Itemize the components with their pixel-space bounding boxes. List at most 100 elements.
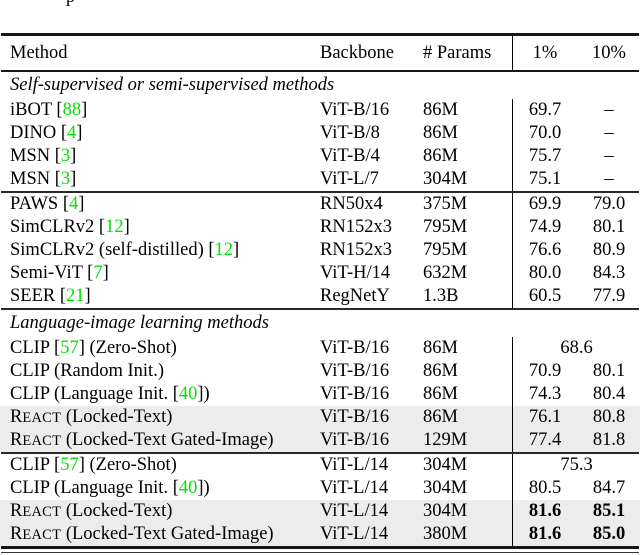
value-10pct-cell: 85.0	[592, 524, 626, 544]
value-1pct-cell: 60.5	[528, 286, 562, 306]
table-row: CLIP (Language Init. [40]) ViT-B/16 86M 74.…	[0, 383, 640, 406]
values-group: 81.6 85.1	[512, 500, 640, 523]
smallcaps-text: EACT	[22, 409, 62, 426]
params-cell: 86M	[423, 384, 458, 404]
citation-link[interactable]: 4	[67, 123, 77, 143]
values-group: 69.7 –	[512, 99, 640, 122]
table-row: CLIP [57] (Zero-Shot) ViT-B/16 86M 68.6	[0, 337, 640, 360]
column-header-params: # Params	[423, 42, 492, 63]
value-10pct-cell: 81.8	[592, 430, 626, 450]
params-cell: 1.3B	[423, 286, 459, 306]
value-1pct-cell: 80.5	[528, 478, 562, 498]
citation-link[interactable]: 40	[178, 384, 198, 404]
citation-link[interactable]: 7	[93, 263, 103, 283]
method-cell: SimCLRv2 (self-distilled) [12]	[10, 240, 240, 260]
results-table: Method Backbone # Params 1% 10% Self-sup…	[0, 33, 640, 553]
header-rule	[1, 70, 639, 72]
value-1pct-cell: 81.6	[528, 524, 562, 544]
table-row: DINO [4] ViT-B/8 86M 70.0 –	[0, 122, 640, 145]
values-group: 68.6	[512, 337, 640, 360]
method-cell: REACT (Locked-Text Gated-Image)	[10, 523, 274, 544]
values-group: 60.5 77.9	[512, 285, 640, 308]
backbone-cell: RN152x3	[320, 240, 392, 260]
method-cell: MSN [3]	[10, 146, 77, 166]
value-1pct-cell: 75.1	[528, 169, 562, 189]
method-cell: Semi-ViT [7]	[10, 263, 109, 283]
table-row: REACT (Locked-Text Gated-Image) ViT-L/14 3…	[0, 523, 640, 546]
params-cell: 795M	[423, 240, 468, 260]
bottom-rule-thick	[1, 546, 639, 549]
params-cell: 129M	[423, 430, 468, 450]
value-10pct-cell: 84.7	[592, 478, 626, 498]
citation-link[interactable]: 57	[60, 338, 79, 358]
smallcaps-text: EACT	[22, 526, 62, 543]
column-header-10pct: 10%	[592, 42, 626, 63]
value-10pct-cell: 79.0	[592, 194, 626, 214]
citation-link[interactable]: 12	[105, 217, 124, 237]
method-cell: SimCLRv2 [12]	[10, 217, 130, 237]
citation-link[interactable]: 12	[214, 240, 234, 260]
citation-link[interactable]: 57	[60, 455, 79, 475]
values-group: 76.6 80.9	[512, 239, 640, 262]
top-rule	[1, 33, 639, 36]
params-cell: 304M	[423, 478, 468, 498]
table-body: Self-supervised or semi-supervised metho…	[0, 72, 640, 546]
values-group: 80.5 84.7	[512, 477, 640, 500]
method-cell: REACT (Locked-Text)	[10, 500, 173, 521]
values-group: 69.9 79.0	[512, 193, 640, 216]
values-group: 80.0 84.3	[512, 262, 640, 285]
params-cell: 304M	[423, 501, 468, 521]
section-divider-rule	[1, 308, 639, 310]
caption-fragment: p	[66, 0, 75, 7]
value-10pct-cell: 80.1	[592, 217, 626, 237]
bottom-rule-thin	[1, 551, 639, 553]
value-10pct-cell: 80.9	[592, 240, 626, 260]
backbone-cell: ViT-L/7	[320, 169, 379, 189]
backbone-cell: ViT-B/16	[320, 338, 390, 358]
values-group: 75.7 –	[512, 145, 640, 168]
backbone-cell: ViT-L/14	[320, 478, 389, 498]
table-header-row: Method Backbone # Params 1% 10%	[0, 36, 640, 70]
value-10pct-cell: 80.1	[592, 361, 626, 381]
group-divider-rule	[1, 191, 639, 193]
value-1pct-cell: 74.9	[528, 217, 562, 237]
backbone-cell: ViT-B/16	[320, 430, 390, 450]
table-row: CLIP (Random Init.) ViT-B/16 86M 70.9 80.1	[0, 360, 640, 383]
params-cell: 375M	[423, 194, 468, 214]
table-row: iBOT [88] ViT-B/16 86M 69.7 –	[0, 99, 640, 122]
citation-link[interactable]: 4	[69, 194, 79, 214]
values-group: 74.3 80.4	[512, 383, 640, 406]
table-row: REACT (Locked-Text Gated-Image) ViT-B/16 1…	[0, 429, 640, 452]
citation-link[interactable]: 88	[62, 100, 82, 120]
params-cell: 304M	[423, 169, 468, 189]
group-divider-rule	[1, 452, 639, 454]
value-10pct-cell: –	[604, 100, 614, 120]
params-cell: 86M	[423, 100, 458, 120]
citation-link[interactable]: 3	[60, 146, 71, 166]
value-1pct-cell: 76.1	[528, 407, 562, 427]
method-cell: CLIP (Language Init. [40])	[10, 478, 210, 498]
smallcaps-text: EACT	[22, 432, 62, 449]
section-label: Self-supervised or semi-supervised metho…	[10, 75, 335, 95]
value-10pct-cell: 84.3	[592, 263, 626, 283]
backbone-cell: ViT-B/4	[320, 146, 380, 166]
table-row: MSN [3] ViT-B/4 86M 75.7 –	[0, 145, 640, 168]
method-cell: CLIP [57] (Zero-Shot)	[10, 455, 177, 475]
citation-link[interactable]: 40	[178, 478, 198, 498]
table-row: SimCLRv2 (self-distilled) [12] RN152x3 795…	[0, 239, 640, 262]
method-cell: CLIP (Language Init. [40])	[10, 384, 210, 404]
params-cell: 86M	[423, 146, 458, 166]
method-cell: PAWS [4]	[10, 194, 85, 214]
table-row: MSN [3] ViT-L/7 304M 75.1 –	[0, 168, 640, 191]
method-cell: CLIP [57] (Zero-Shot)	[10, 338, 177, 358]
params-cell: 86M	[423, 338, 458, 358]
citation-link[interactable]: 21	[66, 286, 85, 306]
value-1pct-cell: 81.6	[528, 501, 562, 521]
backbone-cell: ViT-L/14	[320, 501, 389, 521]
table-row: CLIP [57] (Zero-Shot) ViT-L/14 304M 75.3	[0, 454, 640, 477]
citation-link[interactable]: 3	[60, 169, 71, 189]
table-row: REACT (Locked-Text) ViT-L/14 304M 81.6 85.1	[0, 500, 640, 523]
value-10pct-cell: –	[604, 146, 614, 166]
value-span-cell: 68.6	[560, 338, 593, 358]
value-1pct-cell: 77.4	[528, 430, 562, 450]
